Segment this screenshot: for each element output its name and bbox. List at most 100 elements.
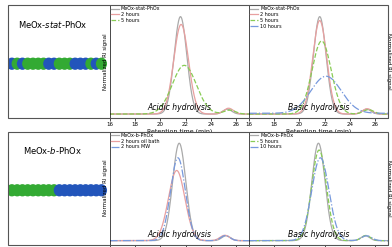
10 hours (309, 188, 314, 191)
Text: Basic hydrolysis: Basic hydrolysis (288, 230, 349, 239)
10 hours (329, 201, 334, 204)
2 hours (212, 112, 217, 115)
Circle shape (81, 58, 91, 69)
Text: Basic hydrolysis: Basic hydrolysis (288, 103, 349, 112)
Circle shape (44, 185, 54, 196)
5 hours (386, 239, 390, 242)
Y-axis label: Normalized RI signal: Normalized RI signal (103, 33, 107, 90)
MeOx-b-PhOx (107, 239, 112, 242)
Line: MeOx-b-PhOx: MeOx-b-PhOx (110, 143, 249, 241)
MeOx-stat-PhOx (190, 93, 194, 96)
5 hours (309, 184, 314, 186)
Circle shape (60, 185, 69, 196)
2 hours (386, 113, 390, 116)
2 hours (170, 67, 175, 70)
Text: Acidic hydrolysis: Acidic hydrolysis (147, 230, 211, 239)
Line: 2 hours oil bath: 2 hours oil bath (110, 170, 249, 241)
10 hours (386, 112, 390, 115)
Circle shape (23, 58, 33, 69)
Line: MeOx-b-PhOx: MeOx-b-PhOx (249, 143, 388, 241)
5 hours (282, 239, 287, 242)
Circle shape (7, 185, 17, 196)
MeOx-b-PhOx (247, 239, 251, 242)
Text: Acidic hydrolysis: Acidic hydrolysis (147, 103, 211, 112)
2 hours (247, 113, 251, 116)
Line: 2 hours MW: 2 hours MW (110, 158, 249, 241)
MeOx-stat-PhOx (282, 113, 287, 116)
MeOx-stat-PhOx (143, 113, 148, 116)
Line: 10 hours: 10 hours (249, 76, 388, 113)
MeOx-b-PhOx (247, 239, 251, 242)
10 hours (271, 112, 276, 115)
MeOx-stat-PhOx (132, 113, 136, 116)
Circle shape (12, 58, 22, 69)
MeOx-stat-PhOx (318, 15, 322, 18)
Text: MeOx-$b$-PhOx: MeOx-$b$-PhOx (23, 145, 82, 156)
2 hours (107, 113, 112, 116)
MeOx-b-PhOx (177, 142, 181, 145)
10 hours (282, 111, 287, 114)
2 hours (309, 63, 314, 66)
Line: 5 hours: 5 hours (249, 41, 388, 114)
10 hours (282, 239, 287, 242)
Circle shape (65, 185, 75, 196)
Y-axis label: Normalized RI signal: Normalized RI signal (103, 160, 107, 216)
MeOx-stat-PhOx (170, 68, 175, 71)
2 hours (282, 113, 287, 116)
2 hours oil bath (212, 239, 217, 242)
Circle shape (28, 58, 38, 69)
5 hours (317, 148, 321, 151)
MeOx-b-PhOx (316, 142, 321, 145)
2 hours oil bath (170, 177, 175, 180)
5 hours (143, 112, 148, 115)
5 hours (282, 113, 287, 116)
Legend: MeOx-b-PhOx, 5 hours, 10 hours: MeOx-b-PhOx, 5 hours, 10 hours (250, 132, 294, 150)
Circle shape (81, 185, 91, 196)
5 hours (247, 113, 251, 116)
Line: 5 hours: 5 hours (110, 65, 249, 114)
10 hours (329, 77, 334, 80)
MeOx-b-PhOx (340, 239, 345, 242)
Circle shape (96, 58, 106, 69)
MeOx-b-PhOx (143, 239, 148, 242)
5 hours (132, 113, 136, 116)
10 hours (352, 105, 356, 108)
2 hours MW (212, 239, 217, 242)
MeOx-b-PhOx (132, 239, 136, 242)
Circle shape (86, 185, 96, 196)
2 hours MW (170, 176, 175, 179)
2 hours oil bath (132, 239, 136, 242)
MeOx-b-PhOx (282, 239, 287, 242)
MeOx-stat-PhOx (107, 113, 112, 116)
2 hours (318, 19, 322, 22)
MeOx-stat-PhOx (200, 112, 205, 115)
MeOx-b-PhOx (352, 239, 356, 242)
2 hours (247, 113, 251, 116)
2 hours MW (247, 239, 251, 242)
MeOx-stat-PhOx (386, 113, 390, 116)
2 hours MW (176, 156, 180, 159)
2 hours MW (190, 226, 194, 228)
2 hours (190, 82, 194, 85)
2 hours oil bath (190, 226, 194, 229)
10 hours (386, 239, 390, 242)
2 hours MW (143, 239, 148, 242)
2 hours (200, 111, 205, 114)
Text: MeOx-$stat$-PhOx: MeOx-$stat$-PhOx (18, 19, 87, 29)
10 hours (324, 75, 328, 78)
Line: 5 hours: 5 hours (249, 150, 388, 241)
5 hours (170, 82, 175, 85)
10 hours (340, 91, 345, 94)
2 hours (179, 23, 183, 26)
MeOx-stat-PhOx (271, 113, 276, 116)
Circle shape (54, 185, 64, 196)
MeOx-stat-PhOx (352, 112, 356, 115)
5 hours (309, 70, 314, 73)
Circle shape (28, 185, 38, 196)
5 hours (247, 239, 251, 242)
10 hours (247, 112, 251, 115)
2 hours MW (107, 239, 112, 242)
5 hours (352, 239, 356, 242)
Circle shape (96, 185, 106, 196)
Line: MeOx-stat-PhOx: MeOx-stat-PhOx (110, 17, 249, 114)
